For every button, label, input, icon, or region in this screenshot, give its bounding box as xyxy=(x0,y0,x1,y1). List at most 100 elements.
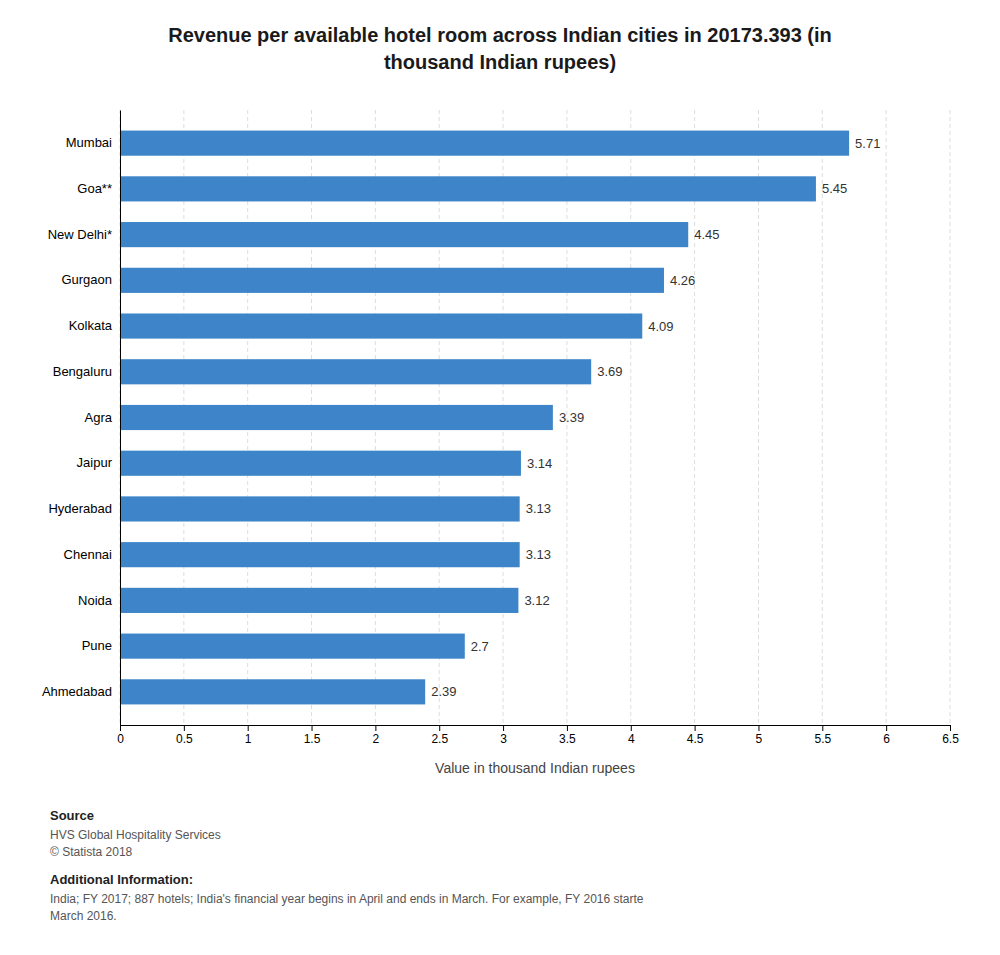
x-tick-mark xyxy=(248,725,249,731)
x-tick: 6.5 xyxy=(942,725,959,746)
x-tick: 2.5 xyxy=(431,725,448,746)
data-label: 5.45 xyxy=(822,181,847,196)
bar xyxy=(120,542,520,567)
y-tick-label: Jaipur xyxy=(77,455,113,470)
x-tick: 0.5 xyxy=(176,725,193,746)
bars xyxy=(120,131,849,705)
bar xyxy=(120,131,849,156)
x-tick: 5.5 xyxy=(814,725,831,746)
x-tick: 5 xyxy=(756,725,763,746)
x-tick-label: 3 xyxy=(500,732,507,746)
x-tick-label: 2 xyxy=(373,732,380,746)
x-tick-label: 6.5 xyxy=(942,732,959,746)
data-label: 4.45 xyxy=(694,227,719,242)
y-tick-label: Ahmedabad xyxy=(42,684,112,699)
data-label: 3.14 xyxy=(527,456,552,471)
bar xyxy=(120,222,688,247)
title: Revenue per available hotel room across … xyxy=(168,24,832,73)
data-label: 5.71 xyxy=(855,136,880,151)
x-tick: 1.5 xyxy=(304,725,321,746)
x-tick-mark xyxy=(439,725,440,731)
x-axis-label: Value in thousand Indian rupees xyxy=(435,760,635,776)
x-tick-mark xyxy=(120,725,121,731)
x-tick: 0 xyxy=(117,725,124,746)
x-tick: 4.5 xyxy=(687,725,704,746)
bar xyxy=(120,496,520,521)
x-tick-label: 3.5 xyxy=(559,732,576,746)
y-tick: Noida xyxy=(78,593,120,608)
data-label: 3.39 xyxy=(559,410,584,425)
y-tick-label: Pune xyxy=(82,638,112,653)
bar xyxy=(120,359,591,384)
y-tick: Agra xyxy=(85,410,120,425)
y-tick: Chennai xyxy=(64,547,120,562)
y-tick: New Delhi* xyxy=(48,227,120,242)
data-label: 2.39 xyxy=(431,684,456,699)
data-labels: 5.71 5.45 4.45 4.26 4.09 3.69 3.39 3.14 3.13 3.13… xyxy=(431,136,880,700)
x-tick-label: 4 xyxy=(628,732,635,746)
x-tick: 3 xyxy=(500,725,507,746)
grid-line xyxy=(758,110,759,725)
x-tick-mark xyxy=(886,725,887,731)
x-tick: 6 xyxy=(883,725,890,746)
y-tick: Hyderabad xyxy=(48,501,120,516)
data-label: 3.13 xyxy=(526,501,551,516)
x-tick-label: 1.5 xyxy=(304,732,321,746)
y-tick-label: Kolkata xyxy=(69,318,113,333)
bar xyxy=(120,268,664,293)
footer-text: India; FY 2017; 887 hotels; India's fina… xyxy=(50,892,644,923)
data-label: 3.69 xyxy=(597,364,622,379)
y-tick: Ahmedabad xyxy=(42,684,120,699)
grid xyxy=(120,110,950,725)
grid-line xyxy=(950,110,951,725)
data-label: 2.7 xyxy=(471,639,489,654)
y-tick-label: Gurgaon xyxy=(61,272,112,287)
bar xyxy=(120,313,642,338)
grid-line xyxy=(822,110,823,725)
data-label: 4.26 xyxy=(670,273,695,288)
y-tick-label: Bengaluru xyxy=(53,364,112,379)
x-tick-mark xyxy=(950,725,951,731)
y-tick: Mumbai xyxy=(66,135,120,150)
y-tick: Bengaluru xyxy=(53,364,120,379)
x-tick: 3.5 xyxy=(559,725,576,746)
x-tick-mark xyxy=(567,725,568,731)
y-tick-label: Mumbai xyxy=(66,135,112,150)
grid-line xyxy=(886,110,887,725)
bar xyxy=(120,176,816,201)
y-tick: Gurgaon xyxy=(61,272,120,287)
x-tick-label: 5 xyxy=(756,732,763,746)
grid-line xyxy=(630,110,631,725)
x-tick: 1 xyxy=(245,725,252,746)
y-tick: Pune xyxy=(82,638,120,653)
data-label: 3.13 xyxy=(526,547,551,562)
y-tick-label: New Delhi* xyxy=(48,227,112,242)
footer-text: HVS Global Hospitality Services© Statist… xyxy=(50,828,221,859)
y-tick-label: Chennai xyxy=(64,547,113,562)
x-tick-mark xyxy=(631,725,632,731)
x-tick-label: 2.5 xyxy=(431,732,448,746)
data-label: 3.12 xyxy=(524,593,549,608)
x-tick-mark xyxy=(503,725,504,731)
bar xyxy=(120,679,425,704)
footer-label: Additional Information: xyxy=(50,872,193,887)
bar xyxy=(120,588,518,613)
x-tick-mark xyxy=(695,725,696,731)
x-tick-label: 5.5 xyxy=(814,732,831,746)
x-tick: 2 xyxy=(373,725,380,746)
x-tick-label: 6 xyxy=(883,732,890,746)
footer: SourceHVS Global Hospitality Services© S… xyxy=(50,808,644,923)
y-tick-label: Noida xyxy=(78,593,113,608)
x-tick: 4 xyxy=(628,725,635,746)
y-tick-label: Hyderabad xyxy=(48,501,112,516)
x-tick-label: 0.5 xyxy=(176,732,193,746)
y-tick: Goa** xyxy=(77,181,120,196)
bar xyxy=(120,405,553,430)
x-tick-mark xyxy=(184,725,185,731)
x-tick-label: 4.5 xyxy=(687,732,704,746)
y-tick: Kolkata xyxy=(69,318,120,333)
grid-line xyxy=(120,110,121,725)
grid-line xyxy=(694,110,695,725)
data-label: 4.09 xyxy=(648,319,673,334)
bar xyxy=(120,634,465,659)
